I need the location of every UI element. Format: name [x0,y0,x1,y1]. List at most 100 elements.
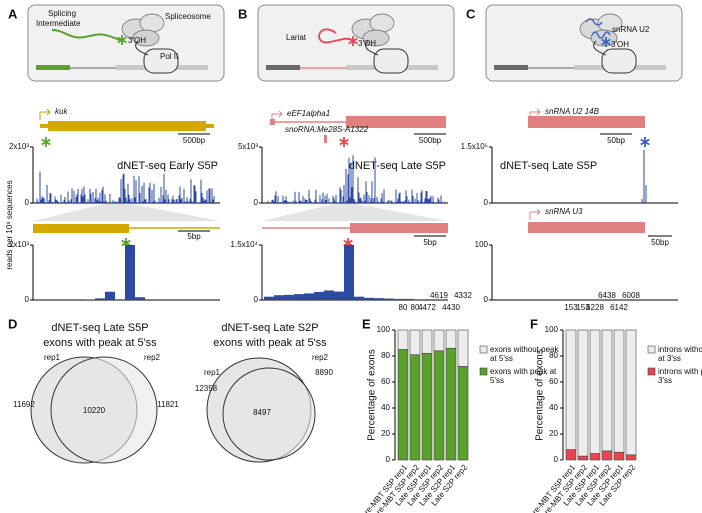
y-tick-label: 1.5x10⁵ [461,142,488,151]
intermediate-rna [51,29,121,41]
legend-swatch [479,345,488,354]
y-tick-label: 0 [254,295,259,304]
total-label: 6142 [610,303,628,312]
zoom-bar [274,295,284,300]
label: Spliceosome [165,12,211,21]
bar-segment [589,453,601,461]
venn-count: 8497 [253,408,271,417]
bar-segment [457,366,469,461]
panel-letter: B [238,6,247,21]
exon [346,116,446,128]
coverage-signal [36,171,215,203]
total-label: 80 [411,303,420,312]
y-tick-label: 80 [381,351,390,360]
zoom-bar [294,294,304,300]
bar-segment [409,354,421,461]
scale-label: 500bp [183,136,206,145]
venn-label: rep1 [44,353,61,362]
bar-segment [565,449,577,461]
exon [33,224,129,233]
legend-label: exons without peak at 5'ss [490,345,559,363]
zoom-bar [324,290,334,300]
label: 3'OH [611,40,629,49]
y-tick-label: 40 [381,403,390,412]
exon [36,65,70,70]
bar-segment [589,329,601,454]
label: Pol II [160,52,178,61]
scale-label: 5bp [423,238,437,247]
total-label: 6438 [598,291,616,300]
gene-name: snRNA U2 14B [545,107,600,116]
coverage-signal [641,150,647,203]
legend-label: introns with peak at 3'ss [658,367,702,385]
panel-letter: F [530,316,538,331]
venn-title: dNET-seq Late S2P [221,322,318,334]
zoom-bar [394,298,404,300]
track-label: dNET-seq Early S5P [117,160,218,172]
y-tick-label: 0 [254,198,259,207]
y-tick-label: 0 [484,198,489,207]
zoom-bar [314,291,324,300]
label: Lariat [286,33,307,42]
total-label: 4332 [454,291,472,300]
y-tick-label: 0 [25,295,30,304]
zoom-bar [364,297,374,300]
legend-label: exons with peak at 5'ss [490,367,557,385]
venn-title: exons with peak at 5'ss [43,337,157,349]
venn-count: 11821 [157,400,179,409]
exon [48,121,206,131]
utr [40,124,48,128]
tss-arrow [529,208,541,220]
zoom-bar [374,298,384,300]
y-tick-label: 20 [549,429,558,438]
bar-segment [601,329,613,452]
snrna [585,18,611,39]
bar-segment [625,454,637,461]
zoom-bar [95,298,105,300]
total-label: 80 [399,303,408,312]
exon [494,65,528,70]
panel-letter: C [466,6,476,21]
star [639,136,651,148]
zoom-bar [264,296,274,300]
bar-segment [577,455,589,461]
exon [270,119,275,125]
venn-count: 10220 [83,406,106,415]
zoom-bar [404,298,414,300]
bar-segment [397,349,409,461]
total-label: 6228 [586,303,604,312]
utr [206,124,214,128]
y-tick-label: 100 [475,240,489,249]
zoom-bar [135,297,145,300]
tss-arrow [39,108,51,120]
legend-swatch [647,367,656,376]
zoom-connector [262,204,448,221]
total-label: 153 [564,303,578,312]
exon [528,116,645,128]
label: 3'OH [358,39,376,48]
bar-segment [457,329,469,367]
star [40,136,52,148]
y-tick-label: 5x10³ [238,142,258,151]
panel-letter: E [362,316,371,331]
venn-circle [222,367,316,461]
exon [266,65,300,70]
total-label: 4472 [418,303,436,312]
label: Splicing [48,9,76,18]
bar-segment [421,329,433,354]
snorna-gene [324,135,327,143]
panel-letter: A [8,6,18,21]
y-axis-label: reads per 10⁸ sequences [5,180,14,269]
label: 3'OH [128,36,146,45]
venn-label: rep2 [144,353,161,362]
zoom-bar [304,293,314,300]
y-tick-label: 60 [381,377,390,386]
total-label: 6008 [622,291,640,300]
bar-segment [565,329,577,450]
y-axis-label: Percentage of exons [367,349,378,441]
total-label: 4430 [442,303,460,312]
scale-label: 50bp [651,238,669,247]
gene-name: snRNA U3 [545,207,583,216]
legend-swatch [647,345,656,354]
